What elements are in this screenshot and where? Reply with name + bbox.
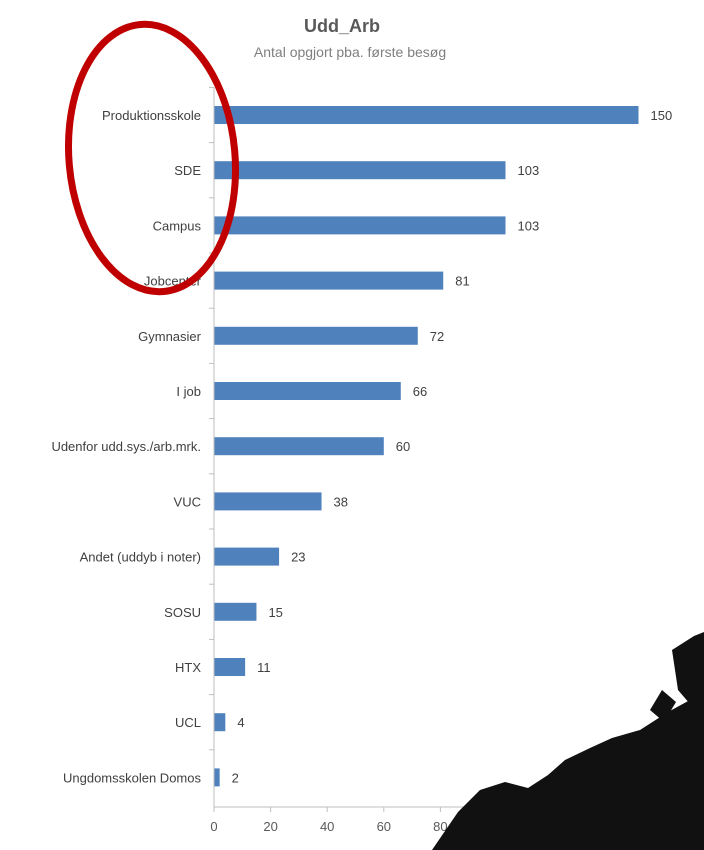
x-tick-label: 40 <box>320 819 334 834</box>
category-label: Gymnasier <box>138 329 202 344</box>
data-label: 103 <box>517 163 539 178</box>
data-label: 23 <box>291 550 305 565</box>
data-label: 2 <box>232 770 239 785</box>
category-label: HTX <box>175 660 201 675</box>
x-tick-label: 0 <box>210 819 217 834</box>
category-label: Campus <box>153 218 202 233</box>
bar <box>214 437 384 456</box>
data-label: 150 <box>651 108 673 123</box>
category-label: UCL <box>175 715 201 730</box>
highlight-circle <box>64 20 240 296</box>
bar <box>214 602 257 621</box>
stamp-shape-3 <box>650 690 676 722</box>
data-label: 15 <box>268 605 282 620</box>
bar <box>214 658 246 676</box>
bar <box>214 271 444 290</box>
data-label: 4 <box>237 715 244 730</box>
bar <box>214 768 220 787</box>
data-label: 11 <box>257 660 271 675</box>
category-label: Udenfor udd.sys./arb.mrk. <box>51 439 201 454</box>
category-label: SDE <box>174 163 201 178</box>
data-label: 72 <box>430 329 444 344</box>
category-label: Produktionsskole <box>102 108 201 123</box>
stamp-shape-2 <box>672 632 704 704</box>
data-label: 38 <box>334 494 348 509</box>
stamp-shape-1 <box>432 695 704 850</box>
x-tick-label: 20 <box>263 819 277 834</box>
bar <box>214 106 639 124</box>
x-tick-label: 80 <box>433 819 447 834</box>
bar <box>214 161 506 180</box>
bar <box>214 382 401 400</box>
chart-subtitle: Antal opgjort pba. første besøg <box>254 44 446 60</box>
stamp-overlay <box>432 632 704 850</box>
data-label: 81 <box>455 274 469 289</box>
x-tick-label: 60 <box>377 819 391 834</box>
category-label: SOSU <box>164 605 201 620</box>
data-label: 103 <box>517 218 539 233</box>
bar <box>214 326 418 345</box>
data-label: 66 <box>413 384 427 399</box>
bar <box>214 713 226 732</box>
bar <box>214 216 506 235</box>
bar <box>214 492 322 511</box>
chart-title: Udd_Arb <box>304 16 380 36</box>
bar <box>214 547 280 566</box>
category-label: VUC <box>174 494 201 509</box>
category-label: Ungdomsskolen Domos <box>63 770 202 785</box>
data-label: 60 <box>396 439 410 454</box>
category-label: Andet (uddyb i noter) <box>80 550 201 565</box>
category-label: I job <box>176 384 201 399</box>
